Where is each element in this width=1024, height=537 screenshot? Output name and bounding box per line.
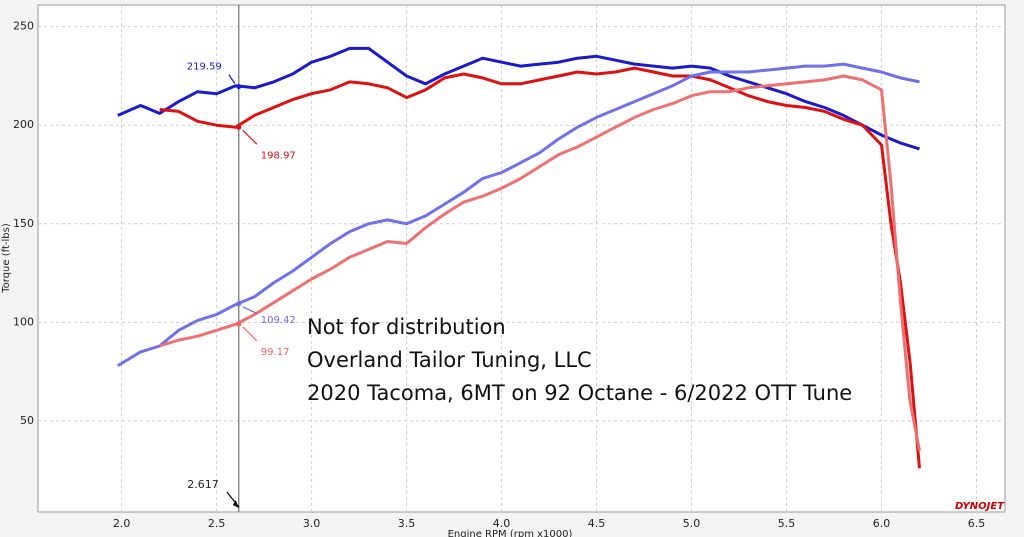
readout-leader [228, 74, 236, 84]
readout-leader [242, 326, 258, 342]
y-tick-label: 250 [13, 20, 34, 33]
y-axis-label: Torque (ft-lbs) [1, 223, 12, 294]
y-tick-label: 100 [13, 315, 34, 328]
y-tick-label: 200 [13, 118, 34, 131]
readout-label: 109.42 [261, 315, 296, 326]
y-tick-label: 50 [20, 414, 34, 427]
readout-label: 99.17 [261, 347, 290, 358]
series-line [117, 46, 920, 151]
x-tick-label: 3.0 [303, 517, 321, 530]
cursor-arrow-head [232, 500, 239, 508]
x-tick-label: 6.0 [873, 517, 891, 530]
y-tick-label: 150 [13, 217, 34, 230]
x-axis-label: Engine RPM (rpm x1000) [448, 529, 573, 537]
readout-marker [236, 301, 242, 307]
readout-marker [236, 321, 242, 327]
series-line [117, 62, 920, 367]
lines [117, 46, 921, 469]
series-line [159, 66, 921, 469]
x-tick-label: 5.5 [778, 517, 796, 530]
logo: DYNOJET [955, 501, 1005, 512]
x-tick-label: 6.5 [968, 517, 986, 530]
x-tick-label: 4.5 [588, 517, 606, 530]
x-tick-label: 3.5 [398, 517, 416, 530]
readout-label: 198.97 [261, 150, 296, 161]
x-tick-label: 4.0 [493, 517, 511, 530]
readout-leader [242, 129, 258, 145]
watermark-text: Not for distribution [307, 315, 506, 339]
x-tick-label: 2.0 [113, 517, 131, 530]
x-tick-label: 5.0 [683, 517, 701, 530]
readout-leader [242, 306, 258, 314]
x-tick-label: 2.5 [208, 517, 226, 530]
watermark-text: Overland Tailor Tuning, LLC [307, 348, 592, 372]
watermark-text: 2020 Tacoma, 6MT on 92 Octane - 6/2022 O… [307, 381, 852, 405]
annotations: 2.617 219.59 198.97 109.42 99.17 Not for dist… [187, 5, 852, 512]
readout-marker [236, 124, 242, 130]
plot-area [37, 4, 1006, 513]
series-line [159, 74, 921, 451]
cursor-label: 2.617 [187, 478, 219, 491]
readout-label: 219.59 [187, 62, 222, 73]
readout-marker [236, 84, 242, 90]
